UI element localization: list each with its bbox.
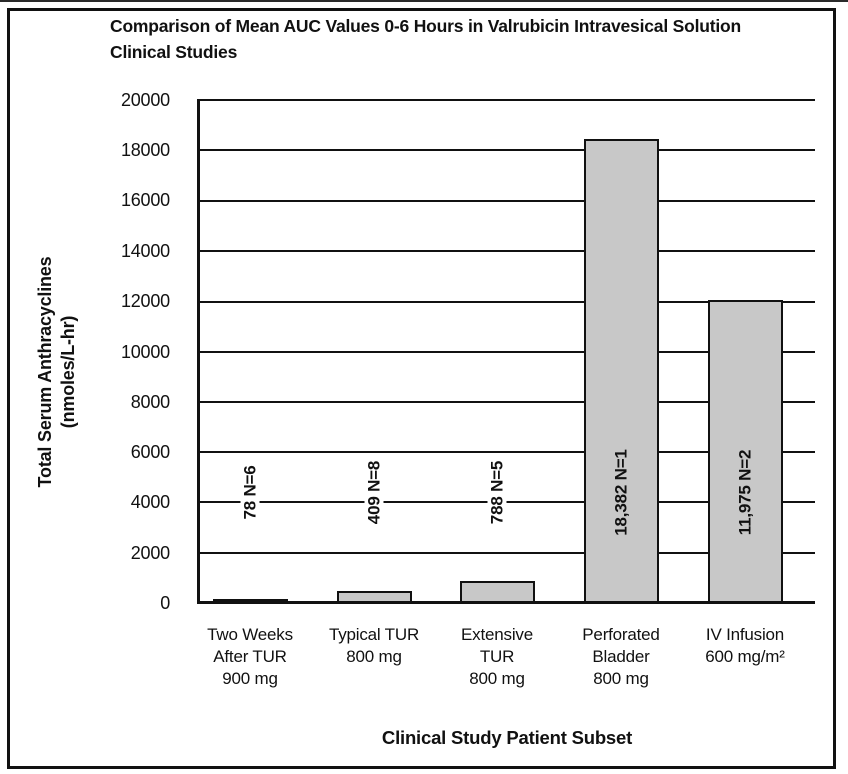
figure-border [7,8,836,769]
gridline-6000 [199,451,815,453]
chart-title: Comparison of Mean AUC Values 0-6 Hours … [110,13,822,65]
y-tick-0: 0 [160,593,170,613]
y-axis-title: Total Serum Anthracyclines (nmoles/L-hr) [34,212,80,532]
gridline-16000 [199,200,815,202]
bar-value-text: 78 N=6 [240,462,260,523]
gridline-2000 [199,552,815,554]
x-category-line: 800 mg [469,669,525,688]
gridline-18000 [199,149,815,151]
y-tick-4000: 4000 [130,492,170,512]
x-category-perforated: Perforated Bladder 800 mg [546,624,696,690]
y-tick-18000: 18000 [120,140,170,160]
x-category-iv-infusion: IV Infusion 600 mg/m² [670,624,820,668]
x-category-line: Perforated [582,625,660,644]
y-axis-title-line2: (nmoles/L-hr) [58,315,78,429]
bar-value-label-two-weeks: 78 N=6 [240,428,261,558]
x-category-line: 900 mg [222,669,278,688]
x-category-line: 800 mg [593,669,649,688]
gridline-12000 [199,301,815,303]
y-tick-2000: 2000 [130,543,170,563]
bar-value-label-perforated: 18,382 N=1 [611,428,632,558]
x-axis-title: Clinical Study Patient Subset [381,727,633,748]
y-tick-10000: 10000 [120,342,170,362]
x-category-line: Two Weeks [207,625,293,644]
x-category-line: After TUR [213,647,287,666]
page-top-rule [0,0,848,2]
y-tick-14000: 14000 [120,241,170,261]
x-category-line: 600 mg/m² [705,647,785,666]
gridline-4000 [199,501,815,503]
gridline-10000 [199,351,815,353]
bar-value-text: 11,975 N=2 [735,446,755,539]
x-category-line: Extensive [461,625,533,644]
y-tick-12000: 12000 [120,291,170,311]
gridline-20000 [199,99,815,101]
bar-value-text: 788 N=5 [487,457,507,528]
x-category-line: Typical TUR [328,625,420,644]
x-category-line: 800 mg [346,647,402,666]
bar-value-text: 409 N=8 [364,457,384,528]
y-axis-line [197,99,200,604]
x-category-line: IV Infusion [705,625,785,644]
y-axis-title-line1: Total Serum Anthracyclines [35,256,55,488]
y-tick-20000: 20000 [120,90,170,110]
gridline-14000 [199,250,815,252]
y-tick-8000: 8000 [130,392,170,412]
bar-value-label-iv: 11,975 N=2 [735,428,756,558]
x-category-line: Bladder [592,647,650,666]
x-category-extensive: Extensive TUR 800 mg [422,624,572,690]
x-category-two-weeks: Two Weeks After TUR 900 mg [175,624,325,690]
y-tick-16000: 16000 [120,190,170,210]
y-tick-6000: 6000 [130,442,170,462]
bar-two-weeks-after-tur [213,599,288,603]
chart-title-line1: Comparison of Mean AUC Values 0-6 Hours … [110,16,742,36]
x-category-line: TUR [479,647,515,666]
bar-value-label-typical: 409 N=8 [364,428,385,558]
chart-title-line2: Clinical Studies [110,42,238,62]
bar-value-text: 18,382 N=1 [611,446,631,539]
bar-typical-tur [337,591,412,603]
bar-value-label-extensive: 788 N=5 [487,428,508,558]
bar-extensive-tur [460,581,535,603]
x-category-typical: Typical TUR 800 mg [299,624,449,668]
gridline-8000 [199,401,815,403]
